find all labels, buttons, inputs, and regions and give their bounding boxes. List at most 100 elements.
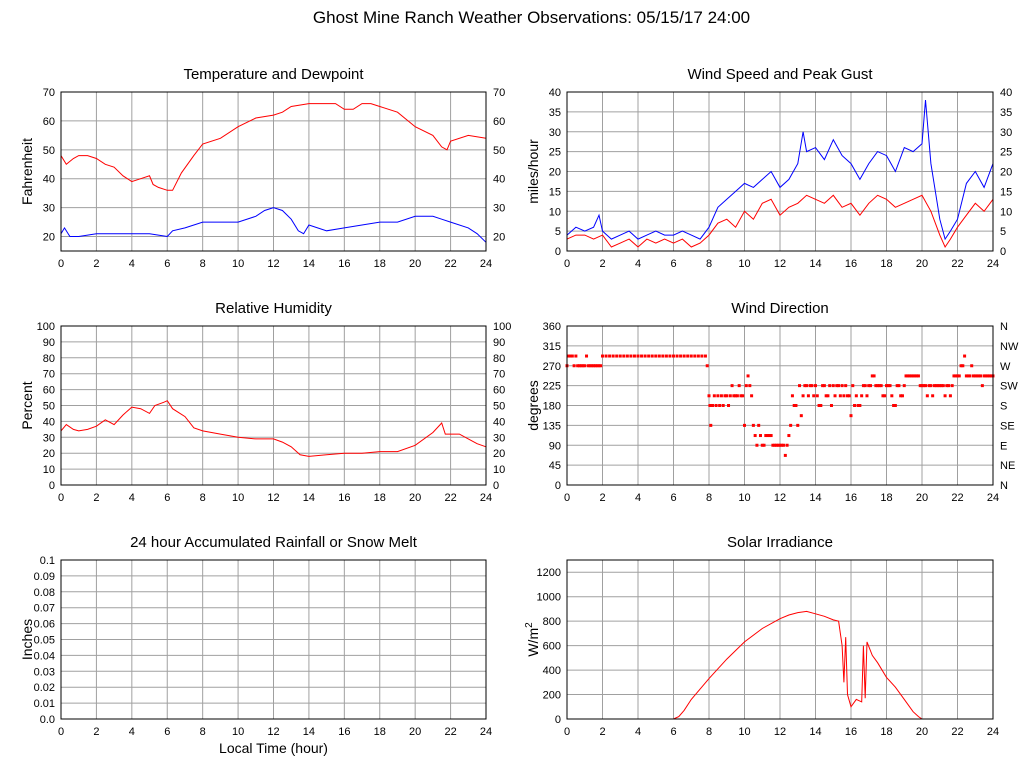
temperature-x-tick-label: 6 xyxy=(164,258,170,270)
winddir-x-tick-label: 14 xyxy=(809,492,821,504)
wind-x-tick-label: 4 xyxy=(635,258,641,270)
winddir-point xyxy=(608,354,612,358)
winddir-point xyxy=(964,374,968,378)
winddir-point xyxy=(771,443,775,447)
winddir-point xyxy=(915,374,919,378)
winddir-point xyxy=(877,384,881,388)
rain-y-tick-label: 0.06 xyxy=(34,619,55,631)
winddir-point xyxy=(957,374,961,378)
winddir-right-tick-label: SE xyxy=(1000,420,1015,432)
wind-right-tick-label: 40 xyxy=(1000,87,1012,99)
humidity-right-tick-label: 10 xyxy=(493,464,505,476)
winddir-point xyxy=(886,384,890,388)
winddir-x-tick-label: 22 xyxy=(951,492,963,504)
winddir-point xyxy=(700,354,704,358)
winddir-point xyxy=(629,354,633,358)
humidity-right-tick-label: 80 xyxy=(493,353,505,365)
temperature-y-tick-label: 60 xyxy=(43,116,55,128)
winddir-point xyxy=(590,364,594,368)
winddir-point xyxy=(796,423,800,427)
temperature-series-1-line xyxy=(60,207,487,243)
winddir-point xyxy=(829,404,833,407)
solar-y-tick-label: 800 xyxy=(543,616,561,628)
winddir-point xyxy=(785,443,789,447)
humidity-x-tick-label: 4 xyxy=(129,492,135,504)
humidity-frame xyxy=(60,325,487,486)
humidity-y-tick-label: 0 xyxy=(49,480,55,492)
humidity-right-tick-label: 50 xyxy=(493,401,505,413)
winddir-point xyxy=(799,414,803,418)
wind-x-tick-label: 6 xyxy=(670,258,676,270)
winddir-right-tick-label: N xyxy=(1000,321,1008,333)
winddir-point xyxy=(821,384,825,388)
wind-right-tick-label: 10 xyxy=(1000,206,1012,218)
winddir-point xyxy=(911,374,915,378)
winddir-point xyxy=(956,374,959,378)
winddir-point xyxy=(835,384,839,388)
humidity-series-0-line xyxy=(60,400,487,457)
winddir-point xyxy=(824,394,828,398)
winddir-point xyxy=(705,364,709,368)
solar-x-tick-label: 6 xyxy=(670,726,676,738)
winddir-point xyxy=(682,354,686,358)
winddir-point xyxy=(893,404,897,407)
winddir-point xyxy=(879,384,883,388)
humidity-y-tick-label: 70 xyxy=(43,369,55,381)
humidity-x-tick-label: 0 xyxy=(58,492,64,504)
winddir-point xyxy=(755,443,759,447)
wind-series-0-line xyxy=(566,99,994,241)
winddir-x-tick-label: 12 xyxy=(774,492,786,504)
rain-x-tick-label: 12 xyxy=(267,726,279,738)
winddir-point xyxy=(780,443,784,447)
winddir-right-tick-label: E xyxy=(1000,440,1007,452)
winddir-point xyxy=(948,394,952,398)
winddir-point xyxy=(828,384,832,388)
wind-x-tick-label: 2 xyxy=(599,258,605,270)
winddir-point xyxy=(798,384,802,388)
winddir-point xyxy=(936,384,940,388)
temperature-frame xyxy=(60,91,487,252)
winddir-point xyxy=(909,374,913,378)
winddir-point xyxy=(987,374,991,378)
temperature-x-tick-label: 10 xyxy=(232,258,244,270)
winddir-point xyxy=(927,384,931,388)
winddir-y-tick-label: 45 xyxy=(549,460,561,472)
winddir-point xyxy=(904,374,908,378)
winddir-point xyxy=(672,354,675,358)
winddir-point xyxy=(718,404,722,407)
winddir-point xyxy=(863,384,867,388)
winddir-point xyxy=(861,384,865,388)
winddir-point xyxy=(778,443,782,447)
rain-x-tick-label: 14 xyxy=(303,726,315,738)
wind-right-tick-label: 20 xyxy=(1000,167,1012,179)
winddir-point xyxy=(758,434,762,438)
winddir-point xyxy=(984,374,988,378)
winddir-point xyxy=(753,434,757,438)
temperature-x-tick-label: 2 xyxy=(93,258,99,270)
winddir-point xyxy=(966,374,970,378)
winddir-point xyxy=(920,384,924,388)
solar-x-tick-label: 8 xyxy=(706,726,712,738)
wind-x-tick-label: 16 xyxy=(845,258,857,270)
winddir-point xyxy=(934,384,938,388)
solar-title: Solar Irradiance xyxy=(727,534,833,551)
temperature-x-tick-label: 16 xyxy=(338,258,350,270)
solar-series-0-line xyxy=(567,610,993,720)
winddir-x-tick-label: 18 xyxy=(880,492,892,504)
rain-y-tick-label: 0.1 xyxy=(40,555,55,567)
winddir-point xyxy=(577,364,581,368)
page-title: Ghost Mine Ranch Weather Observations: 0… xyxy=(312,8,751,27)
temperature-x-tick-label: 20 xyxy=(409,258,421,270)
winddir-y-axis-label: degrees xyxy=(525,380,541,431)
wind-x-tick-label: 0 xyxy=(564,258,570,270)
rain-title: 24 hour Accumulated Rainfall or Snow Mel… xyxy=(130,534,418,551)
solar-x-tick-label: 24 xyxy=(987,726,999,738)
winddir-point xyxy=(719,394,723,398)
winddir-point xyxy=(604,354,608,358)
winddir-point xyxy=(579,364,583,368)
humidity-right-tick-label: 0 xyxy=(493,480,499,492)
humidity-x-tick-label: 18 xyxy=(374,492,386,504)
winddir-point xyxy=(808,384,812,388)
winddir-point xyxy=(739,394,743,398)
